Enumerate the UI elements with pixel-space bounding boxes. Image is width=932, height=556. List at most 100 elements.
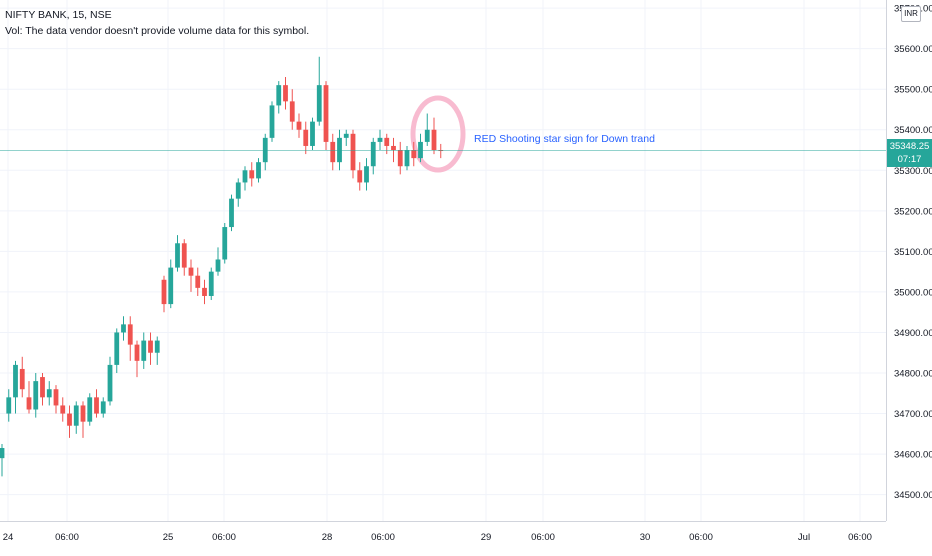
time-tick-label: 06:00	[848, 532, 872, 543]
candle-body	[276, 85, 282, 106]
price-tick-label: 35400.00	[894, 125, 932, 136]
candle-body	[289, 101, 295, 122]
currency-badge[interactable]: INR	[901, 6, 921, 22]
candle[interactable]	[87, 393, 93, 426]
price-tick-label: 34500.00	[894, 490, 932, 501]
candle[interactable]	[269, 101, 275, 142]
candle-body	[100, 401, 106, 414]
candle-body	[235, 182, 241, 199]
price-tick-label: 34700.00	[894, 409, 932, 420]
candle[interactable]	[208, 267, 214, 301]
candle[interactable]	[134, 340, 140, 378]
candle[interactable]	[215, 247, 221, 276]
candle[interactable]	[235, 178, 241, 207]
candle[interactable]	[384, 133, 390, 155]
candle[interactable]	[397, 141, 403, 175]
candle-body	[229, 198, 234, 228]
candle[interactable]	[256, 158, 261, 183]
candle[interactable]	[337, 129, 342, 171]
candle[interactable]	[141, 332, 147, 369]
candle[interactable]	[242, 166, 248, 191]
time-axis[interactable]: 24 06:00 25 06:00 28 06:00 29 06:00 30 06:00 Jul 06…	[0, 521, 886, 551]
candle[interactable]	[418, 133, 423, 163]
candle[interactable]	[283, 77, 288, 110]
candle[interactable]	[276, 81, 282, 114]
candle[interactable]	[404, 145, 410, 171]
chart-area[interactable]	[0, 0, 886, 521]
annotation-text[interactable]: RED Shooting star sign for Down trand	[474, 133, 655, 145]
candle[interactable]	[296, 113, 302, 138]
candle[interactable]	[154, 336, 160, 365]
candle[interactable]	[202, 279, 207, 305]
candle[interactable]	[370, 137, 376, 175]
candle-body	[391, 145, 396, 151]
bar-countdown: 07:17	[897, 154, 922, 165]
candle[interactable]	[303, 121, 309, 155]
candle[interactable]	[26, 381, 32, 414]
candle[interactable]	[80, 401, 86, 438]
candle-body	[195, 275, 201, 288]
candle-body	[262, 137, 268, 163]
candle[interactable]	[19, 356, 25, 398]
candle[interactable]	[168, 259, 174, 309]
candle[interactable]	[424, 113, 430, 146]
candle[interactable]	[100, 397, 106, 418]
symbol-label[interactable]: NIFTY BANK, 15, NSE	[5, 9, 112, 21]
candle-body	[256, 162, 261, 179]
candle[interactable]	[289, 89, 295, 130]
candle[interactable]	[262, 133, 268, 171]
candle[interactable]	[6, 389, 12, 422]
candle[interactable]	[323, 81, 329, 151]
candle[interactable]	[195, 267, 201, 296]
candle-body	[370, 141, 376, 167]
candle-body	[357, 170, 363, 183]
candle[interactable]	[46, 381, 52, 406]
candle[interactable]	[364, 158, 369, 191]
candle[interactable]	[438, 143, 444, 159]
candle[interactable]	[391, 137, 396, 163]
candle[interactable]	[377, 129, 383, 151]
candle[interactable]	[181, 239, 187, 276]
time-tick-label: 06:00	[371, 532, 395, 543]
candlestick-chart[interactable]	[0, 0, 886, 521]
candle[interactable]	[161, 275, 167, 313]
candle[interactable]	[13, 360, 18, 414]
candle-body	[269, 105, 275, 138]
candle-body	[202, 287, 207, 296]
candle[interactable]	[310, 117, 315, 151]
last-price-value: 35348.25	[889, 141, 930, 152]
candle[interactable]	[343, 129, 349, 146]
candle[interactable]	[229, 194, 234, 232]
candle[interactable]	[40, 373, 45, 406]
candle[interactable]	[431, 117, 437, 155]
candle[interactable]	[330, 133, 336, 171]
candle[interactable]	[114, 328, 120, 374]
candle[interactable]	[107, 356, 113, 406]
candle[interactable]	[121, 316, 126, 341]
candle[interactable]	[127, 316, 133, 361]
candle[interactable]	[316, 56, 322, 126]
candle[interactable]	[188, 259, 194, 292]
candle[interactable]	[0, 443, 5, 477]
candle[interactable]	[53, 385, 59, 414]
candle-body	[19, 368, 25, 390]
candle-body	[60, 405, 66, 414]
candle[interactable]	[357, 162, 363, 191]
time-tick-label: Jul	[798, 532, 810, 543]
candle[interactable]	[175, 235, 180, 272]
candle-body	[40, 377, 45, 398]
candle[interactable]	[222, 222, 228, 264]
candle[interactable]	[60, 397, 66, 422]
candle-body	[33, 381, 39, 410]
candle[interactable]	[350, 129, 356, 179]
price-axis[interactable]: 34500.00 34600.00 34700.00 34800.00 34900.00…	[886, 0, 932, 521]
candle[interactable]	[33, 373, 39, 418]
candle[interactable]	[67, 405, 72, 438]
candle[interactable]	[148, 332, 153, 365]
candle[interactable]	[73, 401, 79, 434]
candle-body	[154, 340, 160, 353]
candle[interactable]	[411, 141, 417, 167]
candle[interactable]	[94, 389, 99, 418]
candle[interactable]	[249, 162, 255, 187]
candle-body	[188, 267, 194, 276]
